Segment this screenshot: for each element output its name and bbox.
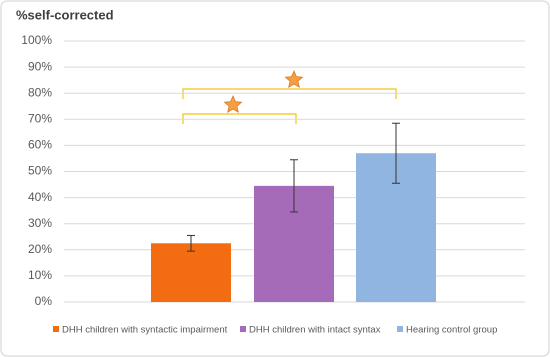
y-tick-label: 60% (28, 138, 52, 152)
y-tick-label: 40% (28, 190, 52, 204)
bracket (182, 88, 397, 99)
y-axis-label: %self-corrected (16, 7, 114, 22)
bar (151, 243, 231, 302)
y-tick-label: 70% (28, 111, 52, 125)
legend-swatch (397, 326, 403, 332)
y-tick-label: 20% (28, 242, 52, 256)
y-tick-label: 10% (28, 268, 52, 282)
star (223, 94, 243, 114)
y-tick-label: 100% (21, 33, 52, 47)
y-tick-label: 30% (28, 216, 52, 230)
star (284, 69, 304, 89)
legend-label: DHH children with syntactic impairment (62, 325, 228, 336)
legend-swatch (240, 326, 246, 332)
y-tick-label: 0% (35, 294, 53, 308)
y-tick-label: 80% (28, 85, 52, 99)
legend-swatch (53, 326, 59, 332)
y-tick-label: 50% (28, 164, 52, 178)
y-tick-label: 90% (28, 59, 52, 73)
legend-label: DHH children with intact syntax (249, 325, 381, 336)
legend-label: Hearing control group (406, 325, 497, 336)
